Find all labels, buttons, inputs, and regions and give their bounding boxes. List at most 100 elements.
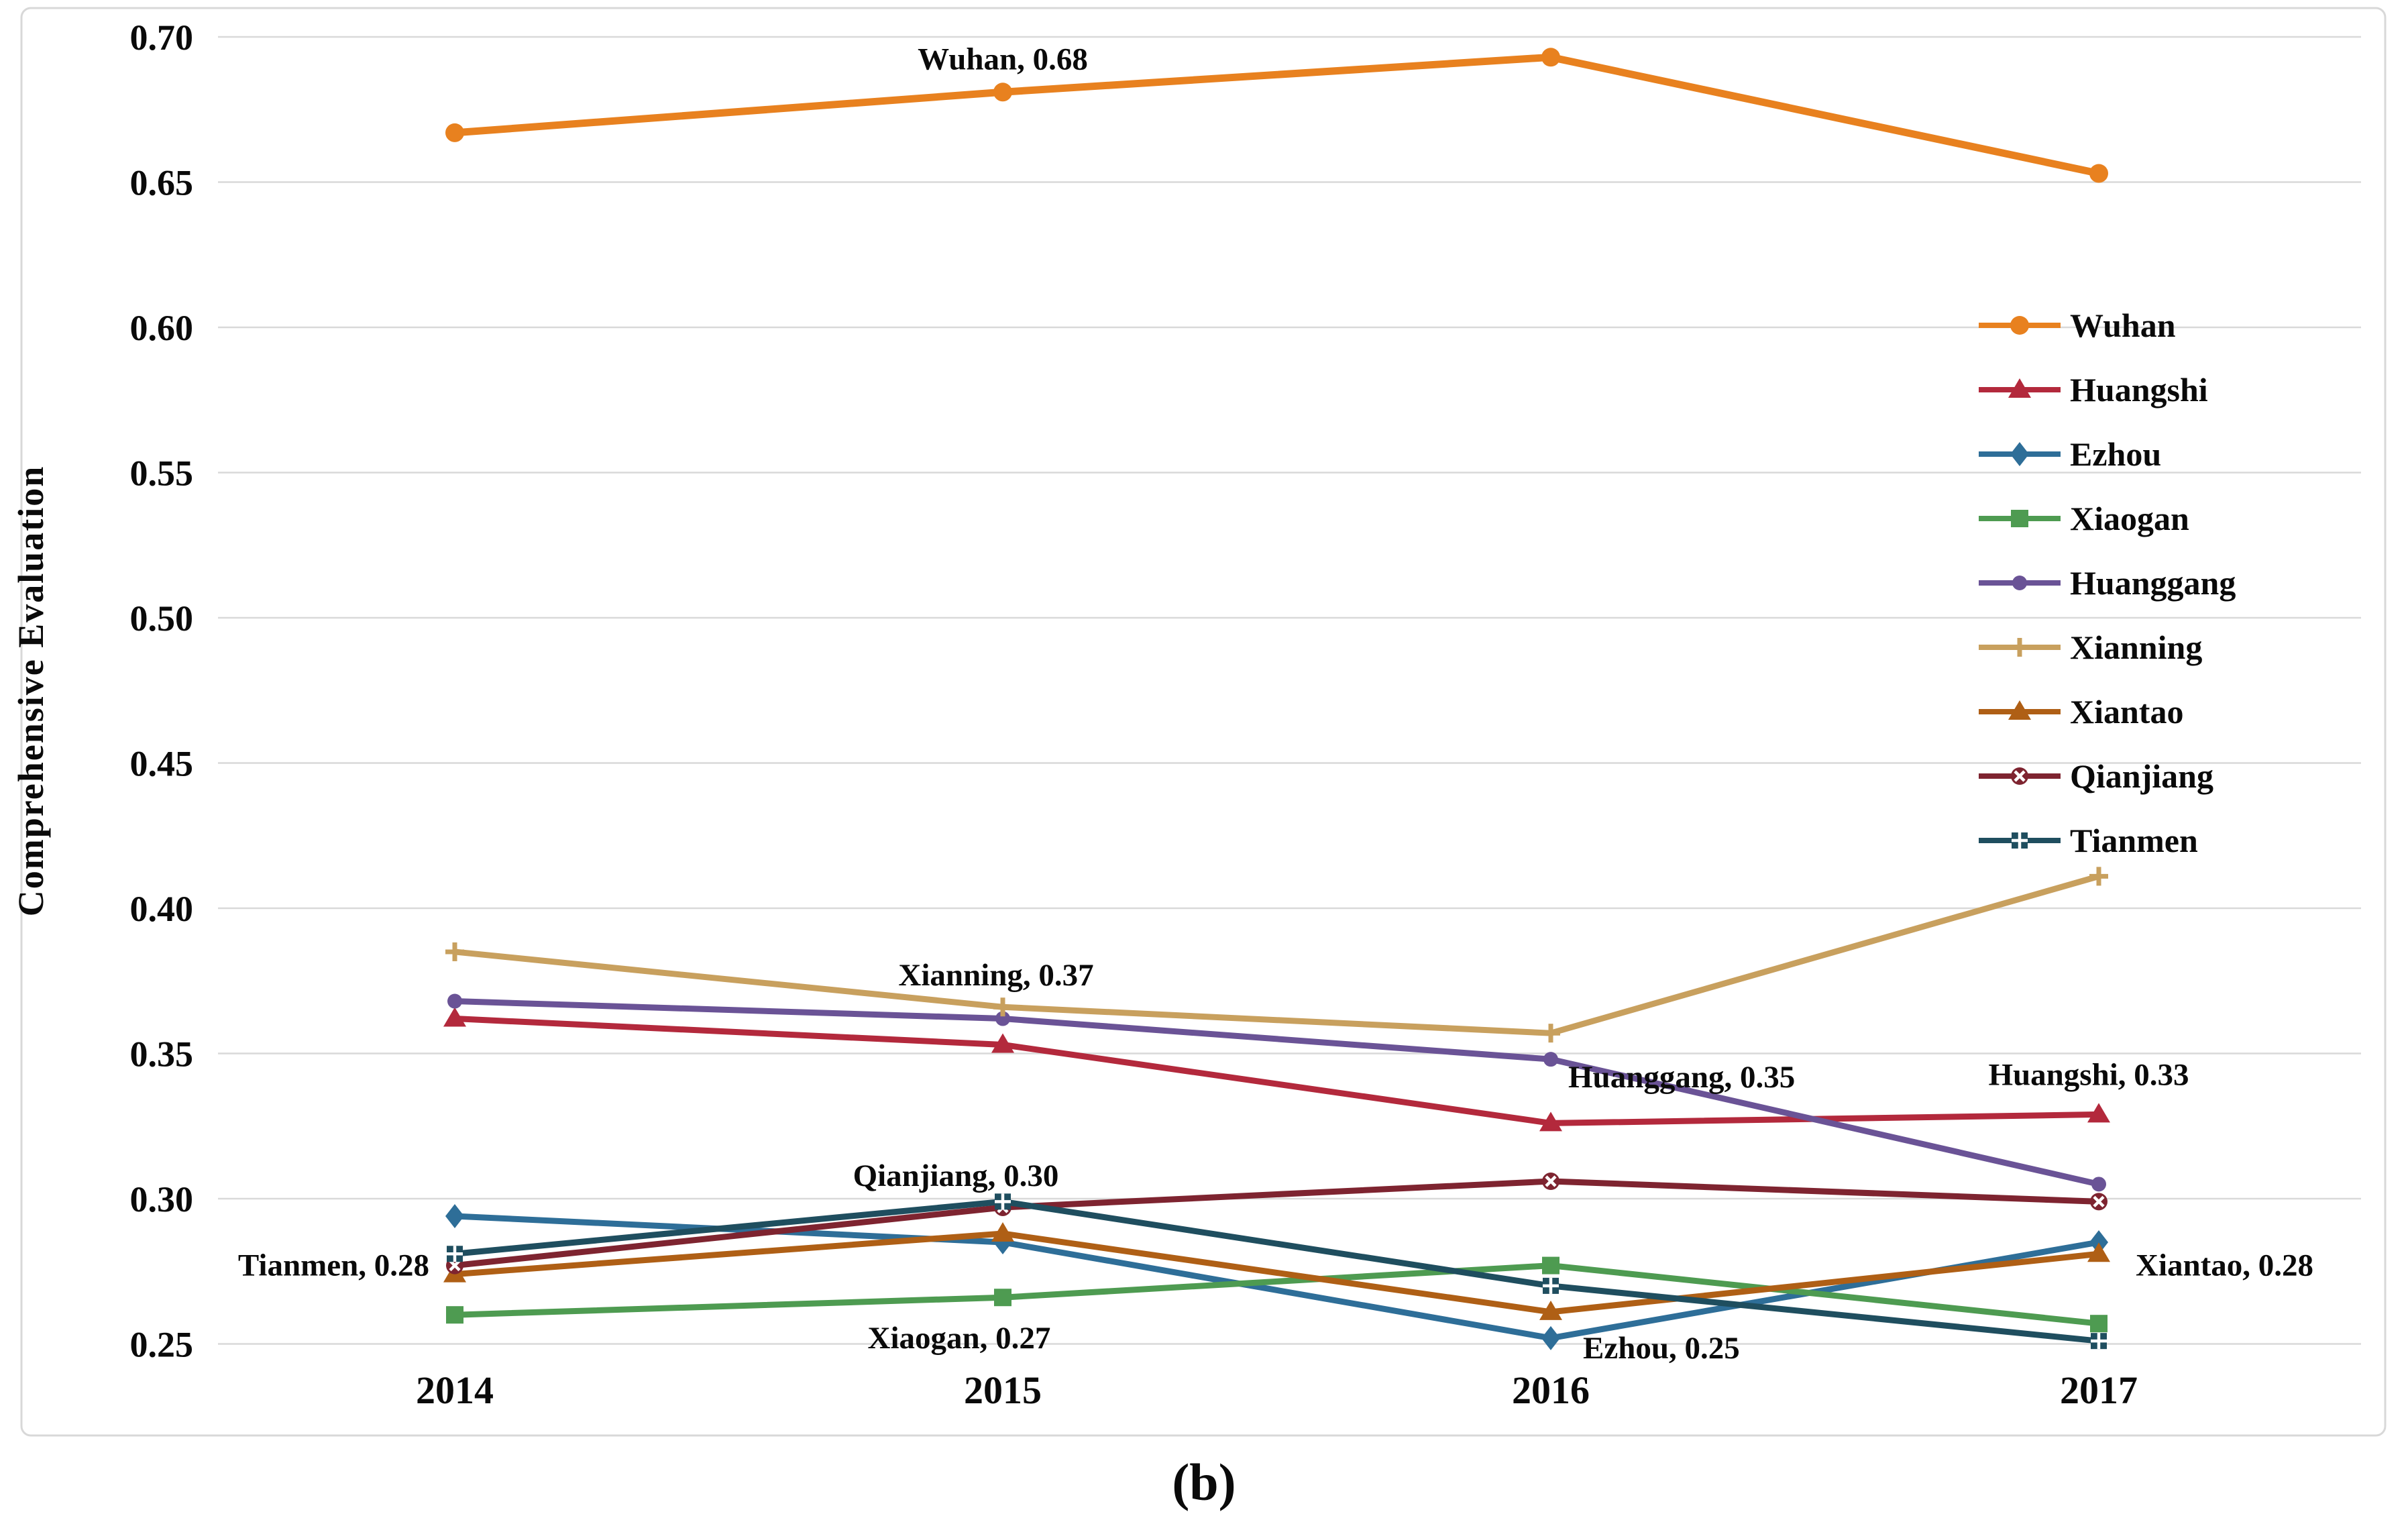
marker-ezhou-2016 (1541, 1325, 1560, 1350)
chart-border (20, 7, 2387, 1437)
data-label-wuhan: Wuhan, 0.68 (918, 42, 1088, 76)
legend-label: Huangshi (2070, 371, 2208, 409)
marker-diamond (1541, 1325, 1560, 1350)
data-label-qianjiang: Qianjiang, 0.30 (853, 1158, 1059, 1193)
series-layer (443, 48, 2110, 1350)
marker-circle (2010, 316, 2029, 335)
marker-huanggang-2015 (995, 1011, 1010, 1026)
marker-tianmen-2014 (447, 1246, 463, 1262)
marker-qianjiang-2016 (1542, 1173, 1559, 1191)
marker-legend-qianjiang (2011, 767, 2028, 785)
marker-legend-tianmen (2012, 832, 2028, 849)
marker-wuhan-2015 (993, 83, 1012, 102)
marker-xiaogan-2014 (446, 1306, 463, 1324)
marker-circle (2089, 164, 2108, 183)
marker-xiantao-2017 (2087, 1242, 2110, 1262)
legend: Wuhan Huangshi Ezhou Xiaogan Huanggang Xianni… (1979, 307, 2236, 859)
marker-legend-wuhan (2010, 316, 2029, 335)
marker-huangshi-2014 (443, 1007, 466, 1027)
y-axis-ticks: 0.70 0.65 0.60 0.55 0.50 0.45 0.40 0.35 0.30 0.25 (130, 17, 194, 1365)
marker-square (994, 1289, 1011, 1307)
marker-legend-ezhou (2010, 442, 2029, 466)
y-tick-label: 0.55 (130, 453, 194, 494)
marker-circle-x (1545, 1175, 1557, 1187)
marker-xiaogan-2015 (994, 1289, 1011, 1307)
marker-xianning-2015 (993, 997, 1012, 1017)
marker-circle (1543, 1052, 1558, 1067)
marker-xianning-2014 (445, 942, 464, 961)
marker-xianning-2016 (1541, 1024, 1560, 1043)
y-tick-label: 0.60 (130, 308, 194, 348)
marker-ezhou-2017 (2089, 1230, 2108, 1254)
legend-item-huanggang: Huanggang (1979, 564, 2236, 602)
data-labels-layer: Wuhan, 0.68 Xianning, 0.37 Huanggang, 0.35… (238, 42, 2313, 1366)
marker-huangshi-2017 (2087, 1103, 2110, 1123)
marker-triangle (1539, 1111, 1562, 1132)
marker-diamond (2010, 442, 2029, 466)
series-wuhan (445, 48, 2108, 183)
y-tick-label: 0.70 (130, 17, 194, 58)
marker-circle (445, 123, 464, 142)
x-tick-label: 2015 (964, 1368, 1042, 1412)
marker-circle-x (2014, 770, 2026, 782)
legend-label: Wuhan (2070, 307, 2176, 344)
marker-xiaogan-2016 (1542, 1256, 1559, 1274)
legend-label: Huanggang (2070, 564, 2236, 602)
y-tick-label: 0.65 (130, 163, 194, 203)
marker-circle (2012, 576, 2027, 590)
legend-item-xianning: Xianning (1979, 629, 2202, 666)
marker-circle (447, 993, 462, 1009)
marker-circle (993, 83, 1012, 102)
y-tick-label: 0.50 (130, 598, 194, 639)
marker-legend-xiaogan (2011, 510, 2028, 527)
marker-circle (995, 1011, 1010, 1026)
series-xiaogan (446, 1256, 2108, 1333)
marker-huangshi-2015 (991, 1033, 1014, 1053)
x-axis-ticks: 2014 2015 2016 2017 (416, 1368, 2138, 1412)
x-tick-label: 2016 (1512, 1368, 1590, 1412)
y-tick-label: 0.40 (130, 889, 194, 929)
marker-qianjiang-2017 (2090, 1193, 2108, 1211)
series-line-huanggang (451, 998, 2102, 1187)
marker-huanggang-2014 (447, 993, 462, 1009)
marker-tianmen-2016 (1543, 1277, 1559, 1294)
marker-triangle (1539, 1300, 1562, 1320)
legend-label: Tianmen (2070, 822, 2198, 859)
marker-wuhan-2016 (1541, 48, 1560, 67)
data-label-xiaogan: Xiaogan, 0.27 (868, 1321, 1051, 1356)
marker-wuhan-2017 (2089, 164, 2108, 183)
marker-legend-huangshi (2008, 378, 2031, 398)
marker-diamond (445, 1203, 464, 1228)
legend-label: Qianjiang (2070, 757, 2213, 795)
marker-huanggang-2016 (1543, 1052, 1558, 1067)
marker-circle (1541, 48, 1560, 67)
data-label-ezhou: Ezhou, 0.25 (1583, 1331, 1740, 1366)
x-tick-label: 2017 (2060, 1368, 2138, 1412)
legend-item-huangshi: Huangshi (1979, 371, 2208, 409)
marker-xiaogan-2017 (2090, 1315, 2108, 1333)
legend-item-xiaogan: Xiaogan (1979, 500, 2189, 537)
marker-triangle (2008, 378, 2031, 398)
y-tick-label: 0.45 (130, 744, 194, 784)
series-line-xiaogan (451, 1262, 2102, 1327)
data-label-xiantao: Xiantao, 0.28 (2136, 1248, 2313, 1283)
marker-legend-huanggang (2012, 576, 2027, 590)
marker-triangle (991, 1033, 1014, 1053)
data-label-xianning: Xianning, 0.37 (898, 958, 1093, 993)
marker-huanggang-2017 (2091, 1177, 2106, 1192)
marker-legend-xiantao (2008, 700, 2031, 720)
y-tick-label: 0.30 (130, 1179, 194, 1219)
marker-square (446, 1306, 463, 1324)
legend-label: Xiantao (2070, 693, 2183, 730)
legend-label: Ezhou (2070, 435, 2161, 473)
legend-label: Xianning (2070, 629, 2202, 666)
legend-item-qianjiang: Qianjiang (1979, 757, 2213, 795)
marker-ezhou-2014 (445, 1203, 464, 1228)
series-line-xiantao (451, 1230, 2102, 1315)
legend-item-tianmen: Tianmen (1979, 822, 2198, 859)
marker-square (1542, 1256, 1559, 1274)
y-axis-title: Comprehensive Evaluation (11, 466, 51, 917)
legend-item-ezhou: Ezhou (1979, 435, 2161, 473)
data-label-huanggang: Huanggang, 0.35 (1568, 1060, 1795, 1095)
marker-triangle (991, 1222, 1014, 1242)
